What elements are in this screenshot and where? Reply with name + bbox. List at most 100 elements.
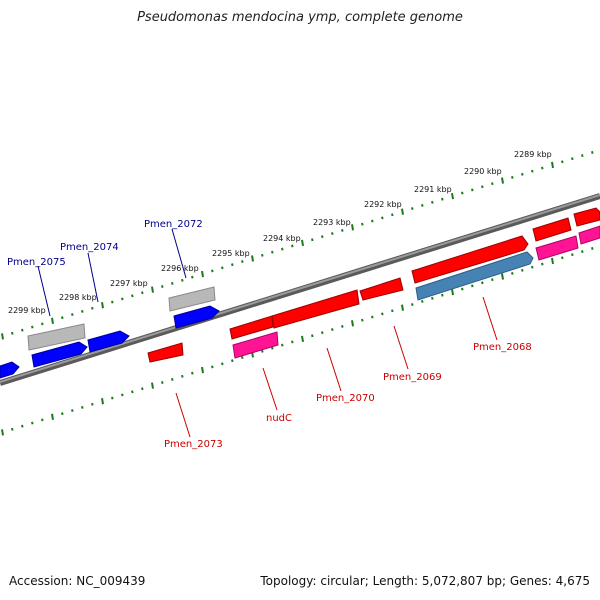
major-tick — [301, 239, 304, 247]
minor-tick — [521, 268, 524, 272]
minor-tick — [21, 328, 24, 332]
major-tick — [351, 224, 354, 231]
gene-feature[interactable] — [578, 225, 600, 245]
minor-tick — [181, 278, 184, 282]
gene-label[interactable]: Pmen_2074 — [60, 242, 119, 253]
minor-tick — [371, 219, 374, 223]
minor-tick — [441, 197, 444, 201]
minor-tick — [541, 262, 544, 266]
label-leader-line — [175, 392, 191, 438]
minor-tick — [371, 315, 374, 319]
minor-tick — [331, 232, 334, 235]
gene-feature[interactable] — [415, 251, 534, 301]
minor-tick — [431, 296, 434, 300]
scale-label: 2292 kbp — [364, 200, 402, 209]
gene-label[interactable]: nudC — [266, 413, 292, 424]
minor-tick — [481, 185, 484, 189]
minor-tick — [71, 313, 74, 317]
minor-tick — [271, 250, 274, 254]
major-tick — [401, 208, 404, 215]
gene-feature[interactable] — [359, 277, 404, 301]
gene-feature[interactable] — [535, 235, 579, 261]
label-leader-line — [87, 252, 99, 303]
scale-label: 2290 kbp — [464, 167, 502, 176]
minor-tick — [211, 269, 214, 273]
major-tick — [451, 192, 454, 200]
minor-tick — [261, 349, 264, 353]
scale-label: 2294 kbp — [263, 234, 301, 243]
label-leader-line — [171, 228, 187, 279]
major-tick — [1, 429, 4, 436]
major-tick — [301, 335, 304, 343]
major-tick — [351, 320, 354, 327]
gene-feature[interactable] — [173, 305, 220, 329]
major-tick — [501, 177, 504, 184]
major-tick — [101, 398, 104, 405]
label-leader-line — [262, 367, 278, 411]
minor-tick — [321, 331, 324, 335]
gene-feature[interactable] — [573, 207, 600, 227]
gene-feature[interactable] — [532, 217, 572, 242]
minor-tick — [561, 160, 564, 164]
minor-tick — [461, 191, 464, 195]
minor-tick — [591, 247, 594, 250]
gene-feature[interactable] — [0, 361, 20, 379]
minor-tick — [541, 166, 544, 170]
minor-tick — [361, 318, 364, 322]
kbp-tick-marks — [1, 151, 594, 436]
minor-tick — [171, 377, 174, 381]
minor-tick — [291, 340, 294, 344]
minor-tick — [171, 281, 174, 285]
minor-tick — [311, 334, 314, 338]
gene-feature[interactable] — [87, 330, 130, 353]
major-tick — [401, 304, 404, 311]
minor-tick — [241, 260, 244, 264]
gene-feature[interactable] — [232, 331, 279, 359]
scale-label: 2295 kbp — [212, 249, 250, 258]
scale-label: 2289 kbp — [514, 150, 552, 159]
minor-tick — [261, 253, 264, 257]
gene-label[interactable]: Pmen_2075 — [7, 257, 66, 268]
minor-tick — [471, 188, 474, 192]
minor-tick — [221, 362, 224, 366]
minor-tick — [531, 169, 534, 173]
minor-tick — [391, 309, 394, 313]
minor-tick — [361, 222, 364, 226]
minor-tick — [591, 151, 594, 154]
gene-feature[interactable] — [168, 286, 216, 312]
scale-label: 2297 kbp — [110, 279, 148, 288]
major-tick — [51, 413, 54, 420]
gene-feature[interactable] — [31, 341, 88, 368]
minor-tick — [121, 393, 124, 397]
minor-tick — [91, 306, 94, 310]
major-tick — [151, 286, 154, 293]
minor-tick — [571, 253, 574, 257]
gene-feature[interactable] — [27, 323, 86, 351]
gene-label[interactable]: Pmen_2073 — [164, 439, 223, 450]
minor-tick — [31, 325, 34, 329]
gene-label[interactable]: Pmen_2072 — [144, 219, 203, 230]
gene-label[interactable]: Pmen_2068 — [473, 342, 532, 353]
gene-feature[interactable] — [229, 315, 274, 340]
minor-tick — [191, 371, 194, 375]
gene-feature[interactable] — [411, 235, 529, 284]
gene-label[interactable]: Pmen_2069 — [383, 372, 442, 383]
gene-feature[interactable] — [147, 342, 184, 363]
minor-tick — [411, 303, 414, 307]
major-tick — [151, 382, 154, 389]
genome-summary-text: Topology: circular; Length: 5,072,807 bp… — [260, 574, 590, 588]
major-tick — [201, 270, 204, 278]
minor-tick — [181, 374, 184, 378]
gene-feature[interactable] — [271, 289, 360, 329]
minor-tick — [431, 200, 434, 204]
minor-tick — [311, 238, 314, 242]
minor-tick — [291, 244, 294, 248]
map-title: Pseudomonas mendocina ymp, complete geno… — [137, 10, 463, 25]
minor-tick — [211, 365, 214, 369]
minor-tick — [491, 278, 494, 282]
minor-tick — [41, 418, 44, 422]
minor-tick — [161, 381, 164, 384]
gene-label[interactable]: Pmen_2070 — [316, 393, 375, 404]
minor-tick — [321, 235, 324, 239]
